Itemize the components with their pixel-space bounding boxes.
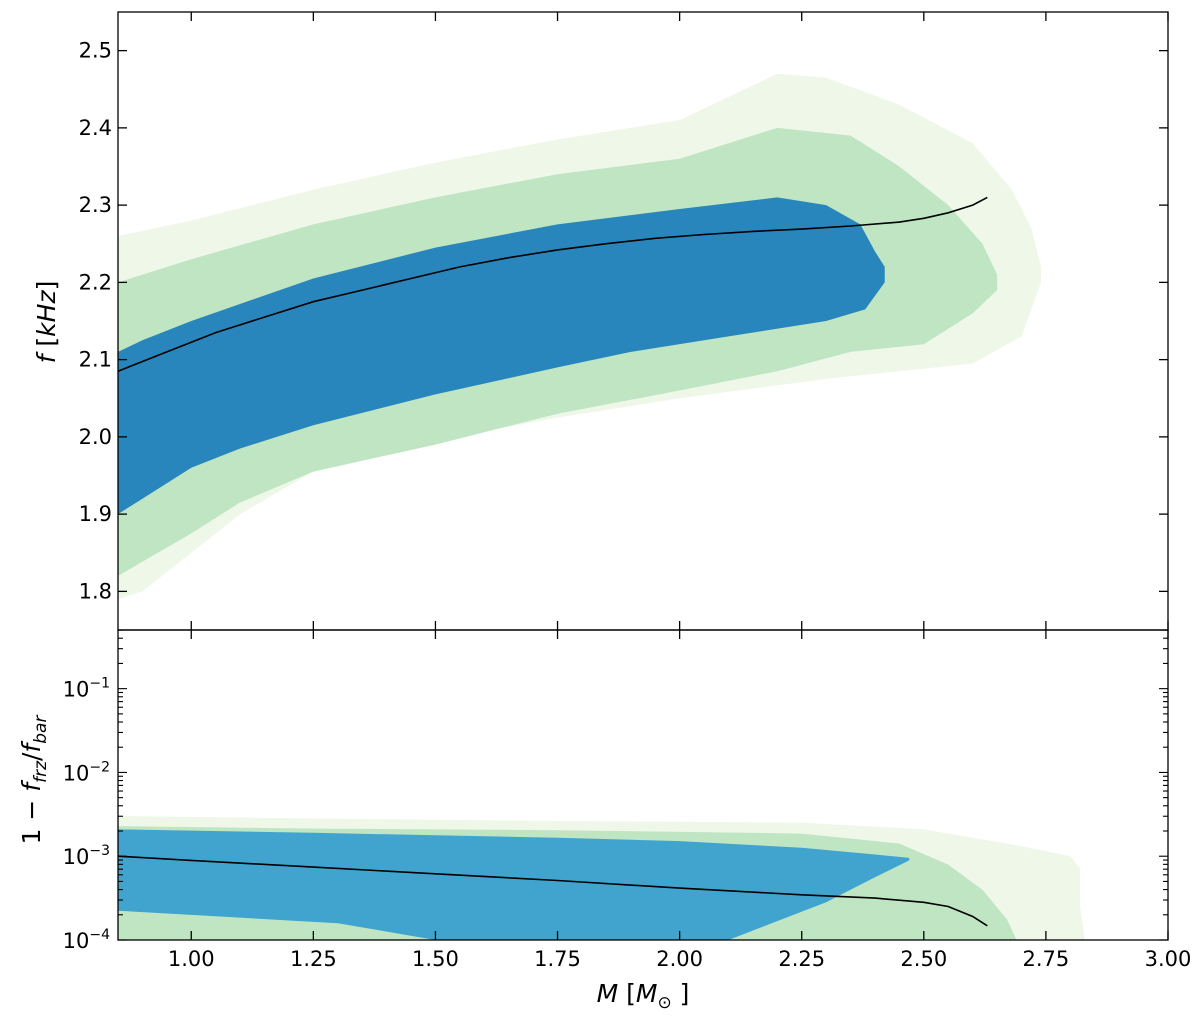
top-bands bbox=[118, 73, 1041, 600]
bottom-median-line bbox=[118, 855, 988, 927]
top-band-inner bbox=[118, 197, 885, 515]
x-tick-label: 2.00 bbox=[656, 947, 703, 971]
bottom-y-axis-label: 1 − ffrz/fbar bbox=[17, 715, 51, 845]
x-tick-label: 1.25 bbox=[290, 947, 337, 971]
top-y-tick-label: 2.1 bbox=[79, 348, 112, 372]
bottom-bands bbox=[118, 816, 1085, 940]
top-y-tick-label: 2.0 bbox=[79, 425, 112, 449]
top-panel: 1.8 1.9 2.0 2.1 2.2 2.3 2.4 2.5 bbox=[79, 12, 1169, 630]
bottom-y-tick-label: 10−4 bbox=[63, 927, 110, 953]
top-median-line bbox=[118, 196, 988, 372]
top-y-tick-label: 2.4 bbox=[79, 116, 112, 140]
x-tick-label: 2.75 bbox=[1023, 947, 1070, 971]
x-tick-label: 2.25 bbox=[778, 947, 825, 971]
x-tick-label: 1.75 bbox=[534, 947, 581, 971]
bottom-y-tick-label: 10−3 bbox=[63, 843, 110, 869]
top-y-tick-label: 2.5 bbox=[79, 39, 112, 63]
top-y-tick-label: 1.8 bbox=[79, 579, 112, 603]
x-tick-label: 3.00 bbox=[1145, 947, 1192, 971]
x-axis-label: M [M⊙ ] bbox=[597, 979, 690, 1013]
x-tick-label: 1.00 bbox=[168, 947, 215, 971]
x-tick-label: 2.50 bbox=[900, 947, 947, 971]
top-y-axis-label: f [kHz] bbox=[32, 281, 61, 364]
x-tick-label: 1.50 bbox=[412, 947, 459, 971]
bottom-ticks: 1.00 1.25 1.50 1.75 2.00 2.25 2.50 2.75 3.00 10−4… bbox=[63, 629, 1192, 971]
top-y-tick-label: 2.3 bbox=[79, 193, 112, 217]
bottom-y-tick-label: 10−2 bbox=[63, 759, 110, 785]
bottom-band-inner bbox=[118, 829, 910, 940]
top-y-tick-label: 2.2 bbox=[79, 270, 112, 294]
bottom-panel: 1.00 1.25 1.50 1.75 2.00 2.25 2.50 2.75 3.00 10−4… bbox=[63, 629, 1192, 971]
top-ticks: 1.8 1.9 2.0 2.1 2.2 2.3 2.4 2.5 bbox=[79, 12, 1169, 630]
bottom-frame bbox=[117, 629, 1169, 941]
top-y-tick-label: 1.9 bbox=[79, 502, 112, 526]
bottom-y-tick-label: 10−1 bbox=[63, 676, 110, 702]
